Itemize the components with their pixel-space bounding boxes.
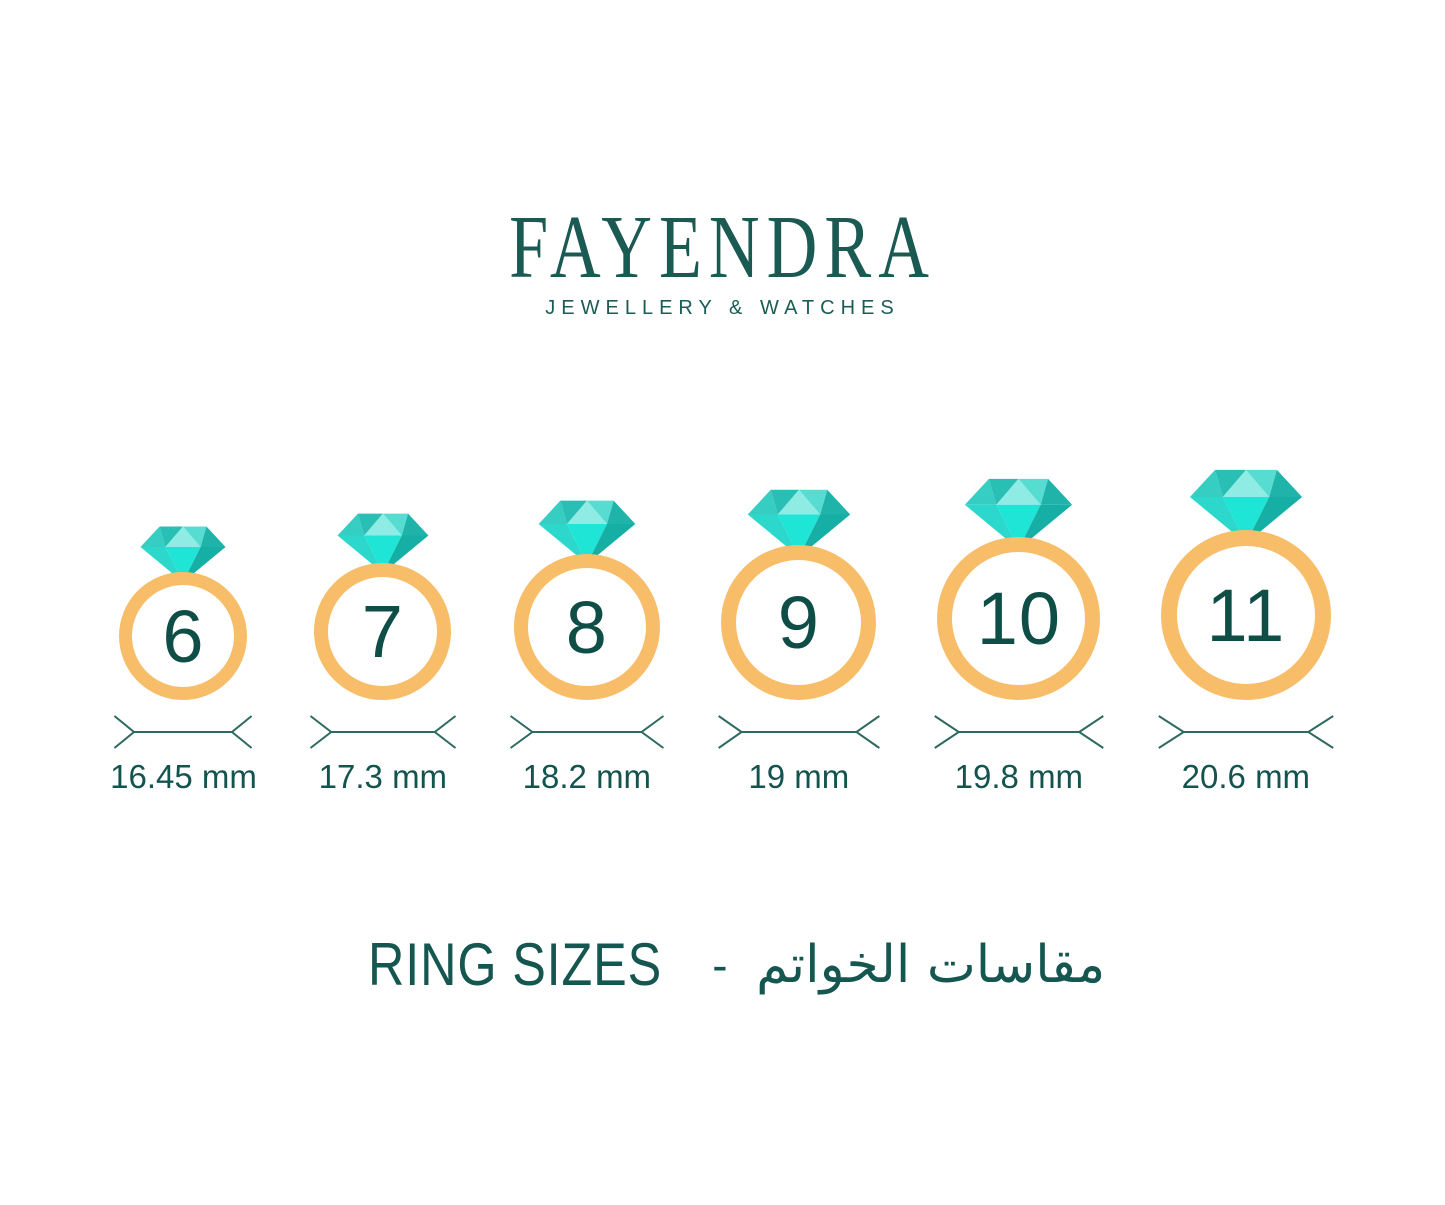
measure-arrow-icon [1157,714,1335,750]
ring-figure-size-11: 11 20.6 mm [1157,468,1335,796]
ring-size-number: 7 [361,590,404,673]
measure-arrow-icon [113,714,253,750]
measure-arrow-icon [933,714,1105,750]
ring-diameter-label: 19 mm [748,758,850,795]
ring-figure-size-9: 9 19 mm [717,488,881,796]
brand-logo: FAYENDRA JEWELLERY & WATCHES [0,203,1445,320]
ring-band: 8 [513,554,660,700]
rings-row: 6 16.45 mm 7 17.3 mm 8 18. [0,440,1445,796]
measure-arrow-icon [509,714,665,750]
ring-figure-size-7: 7 17.3 mm [309,512,457,796]
ring-diameter-label: 18.2 mm [522,758,652,795]
ring-diameter-label: 20.6 mm [1181,758,1311,795]
brand-name: FAYENDRA [509,198,936,297]
brand-tagline: JEWELLERY & WATCHES [545,297,900,319]
measure-arrow-icon [717,714,881,750]
ring-band: 10 [937,537,1101,700]
ring-band: 11 [1160,530,1331,700]
measure-arrow-icon [309,714,457,750]
ring-diameter-label: 19.8 mm [954,758,1084,795]
ring-diameter-label: 17.3 mm [318,758,448,795]
ring-band: 7 [314,563,452,700]
ring-figure-size-6: 6 16.45 mm [110,525,257,796]
ring-size-number: 6 [162,594,205,678]
page-title-arabic: مقاسات الخواتم [756,935,1106,995]
title-separator-dash: - [712,939,728,991]
ring-band: 6 [119,572,248,700]
ring-size-number: 10 [976,577,1062,660]
ring-figure-size-8: 8 18.2 mm [509,499,665,796]
ring-diameter-label: 16.45 mm [110,758,257,795]
page-title: RING SIZES - مقاسات الخواتم [0,922,1445,1008]
page-title-english: RING SIZES [367,931,662,998]
ring-band: 9 [721,545,877,700]
ring-size-number: 8 [565,585,608,669]
ring-size-number: 9 [777,581,820,664]
ring-figure-size-10: 10 19.8 mm [933,477,1105,796]
ring-size-number: 11 [1206,573,1286,657]
